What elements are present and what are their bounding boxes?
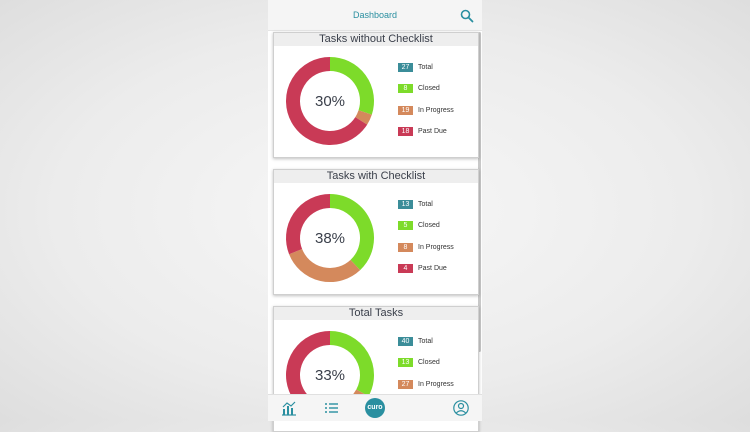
count-badge: 18 bbox=[398, 126, 413, 136]
percent-label: 30% bbox=[315, 93, 345, 110]
legend-item-total: 27 Total bbox=[398, 63, 478, 84]
count-badge: 13 bbox=[398, 358, 413, 368]
legend-item-in-progress: 8 In Progress bbox=[398, 242, 478, 264]
count-badge: 40 bbox=[398, 337, 413, 346]
page-title: Dashboard bbox=[352, 10, 398, 20]
count-badge: 27 bbox=[398, 63, 413, 72]
legend-item-closed: 5 Closed bbox=[398, 221, 478, 242]
list-icon[interactable] bbox=[323, 399, 341, 417]
legend-item-past-due: 18 Past Due bbox=[398, 126, 478, 148]
legend-item-past-due: 4 Past Due bbox=[398, 263, 478, 285]
legend-item-total: 40 Total bbox=[398, 337, 478, 358]
count-badge: 13 bbox=[398, 200, 413, 209]
analytics-icon[interactable] bbox=[280, 399, 298, 417]
count-badge: 19 bbox=[398, 105, 413, 115]
donut-chart: 30% bbox=[286, 57, 374, 145]
legend-label: Past Due bbox=[418, 127, 447, 135]
legend-label: Closed bbox=[418, 85, 440, 93]
card-title: Tasks with Checklist bbox=[274, 170, 478, 183]
card-title: Tasks without Checklist bbox=[274, 33, 478, 46]
percent-label: 38% bbox=[315, 230, 345, 247]
top-bar: Dashboard bbox=[268, 0, 482, 31]
legend-label: Total bbox=[418, 338, 433, 345]
donut-chart: 38% bbox=[286, 194, 374, 282]
count-badge: 4 bbox=[398, 263, 413, 273]
legend: 27 Total 8 Closed 19 In Progress 18 Past… bbox=[398, 63, 478, 148]
donut-segment-past-due bbox=[286, 57, 368, 145]
legend-item-in-progress: 27 In Progress bbox=[398, 379, 478, 401]
search-icon[interactable] bbox=[460, 9, 474, 23]
donut-segment-in-progress bbox=[289, 248, 361, 282]
legend-item-closed: 8 Closed bbox=[398, 84, 478, 105]
legend: 40 Total 13 Closed 27 In Progress bbox=[398, 337, 478, 401]
legend-item-closed: 13 Closed bbox=[398, 358, 478, 379]
percent-label: 33% bbox=[315, 367, 345, 384]
count-badge: 8 bbox=[398, 84, 413, 94]
legend-label: In Progress bbox=[418, 243, 454, 251]
donut-segment-past-due bbox=[286, 194, 331, 255]
legend-label: Closed bbox=[418, 359, 440, 367]
donut-segment-closed bbox=[329, 57, 374, 115]
count-badge: 8 bbox=[398, 242, 413, 252]
bottom-nav: curo bbox=[268, 394, 482, 421]
legend-item-in-progress: 19 In Progress bbox=[398, 105, 478, 127]
legend-label: Closed bbox=[418, 222, 440, 230]
donut-segment-closed bbox=[329, 331, 374, 397]
legend-label: In Progress bbox=[418, 106, 454, 114]
card-tasks-with-checklist[interactable]: Tasks with Checklist 38% 13 Total 5 Clos… bbox=[273, 169, 479, 295]
count-badge: 5 bbox=[398, 221, 413, 231]
legend-label: In Progress bbox=[418, 380, 454, 388]
donut-segment-in-progress bbox=[355, 110, 372, 125]
scrollbar[interactable] bbox=[478, 32, 481, 352]
legend-label: Past Due bbox=[418, 264, 447, 272]
card-tasks-without-checklist[interactable]: Tasks without Checklist 30% 27 Total 8 C… bbox=[273, 32, 479, 158]
count-badge: 27 bbox=[398, 379, 413, 389]
legend-label: Total bbox=[418, 201, 433, 208]
curo-logo[interactable]: curo bbox=[365, 398, 385, 418]
legend: 13 Total 5 Closed 8 In Progress 4 Past D… bbox=[398, 200, 478, 285]
legend-item-total: 13 Total bbox=[398, 200, 478, 221]
donut-segment-closed bbox=[329, 194, 374, 271]
legend-label: Total bbox=[418, 64, 433, 71]
card-title: Total Tasks bbox=[274, 307, 478, 320]
profile-icon[interactable] bbox=[452, 399, 470, 417]
